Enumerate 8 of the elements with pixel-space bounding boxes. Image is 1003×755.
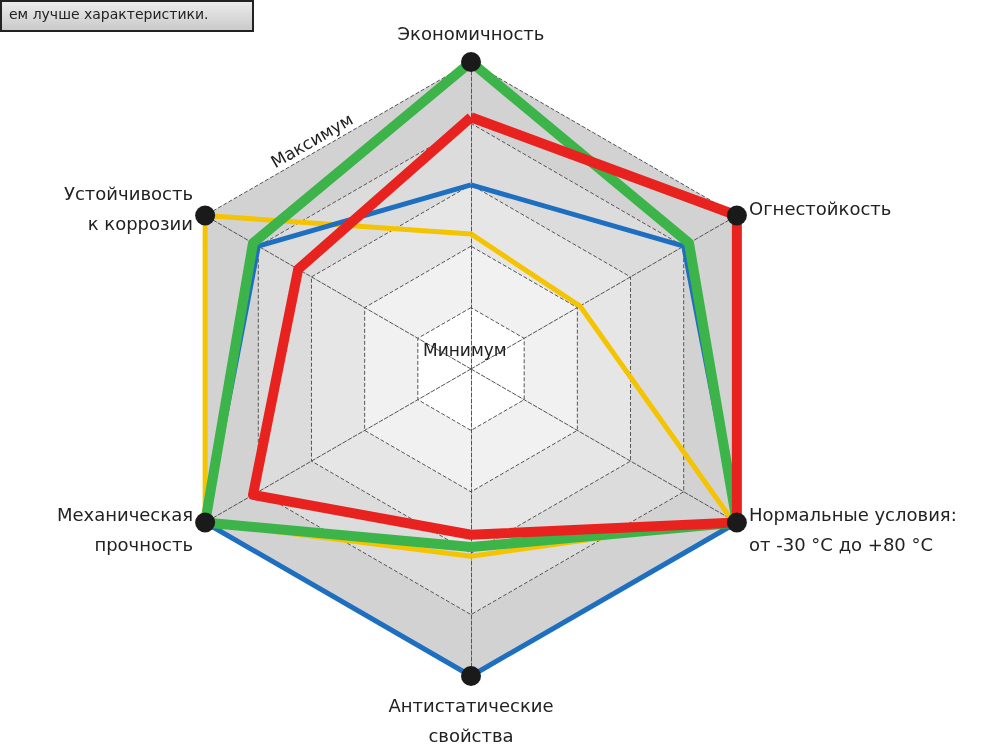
spoke-label: Устойчивость к коррозии <box>63 183 194 234</box>
spoke-label: Антистатические свойства <box>388 694 554 746</box>
text: Минимум <box>423 339 507 360</box>
text: ем лучше характеристики. <box>9 6 209 22</box>
spoke-label: Механическая прочность <box>56 504 194 555</box>
spoke-label: Огнестойкость <box>748 198 892 219</box>
spoke-label: Экономичность <box>397 22 545 44</box>
spoke-label: Нормальные условия: от -30 °C до +80 °C <box>748 504 957 555</box>
